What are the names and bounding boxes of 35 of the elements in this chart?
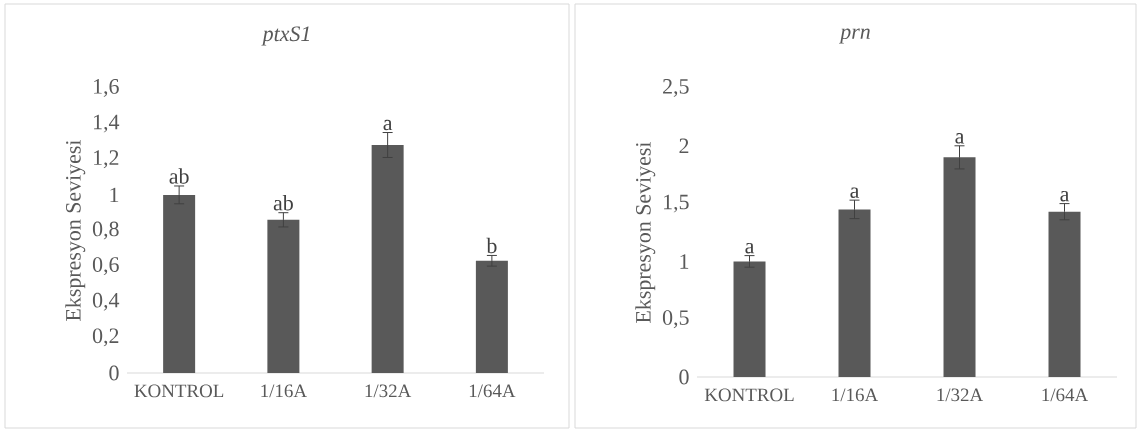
y-tick-label: 1,2 [94,150,119,169]
annotation: ab [273,195,293,211]
annotation: a [850,187,860,198]
y-tick-label: 0 [679,369,689,385]
y-tick-label: 0,5 [662,310,689,329]
annotation: a [955,133,965,144]
y-tick-label: 2,5 [663,79,689,97]
annotation: a [1060,190,1070,202]
y-tick-label: 1,4 [94,114,120,133]
x-tick-label: 1/16A [832,388,879,402]
annotation: b [486,237,497,254]
x-tick-label: 1/32A [365,384,412,398]
y-tick-label: 1,6 [94,79,119,97]
x-tick-label: 1/16A [261,384,307,398]
annotation: ab [169,168,189,184]
annotation: a [745,242,755,254]
y-tick-label: 1 [680,254,689,269]
chart-title: ptxS1 [261,26,310,46]
x-tick-label: 1/32A [937,388,984,402]
x-tick-label: KONTROL [134,384,224,398]
y-tick-label: 0,8 [92,221,119,240]
y-tick-label: 1 [110,187,119,203]
y-tick-label: 0,6 [92,257,119,276]
y-tick-label: 0 [109,365,119,381]
y-axis-title: Ekspresyon Seviyesi [635,141,656,323]
x-tick-label: 1/64A [469,384,516,398]
y-tick-label: 0,2 [92,328,119,347]
y-tick-label: 2 [679,138,689,154]
y-tick-label: 1,5 [664,194,689,213]
y-axis-title: Ekspresyon Seviyesi [65,139,86,321]
y-tick-label: 0,4 [92,292,120,311]
annotation: a [383,119,393,131]
x-tick-label: KONTROL [704,388,794,402]
x-tick-label: 1/64A [1042,388,1089,402]
chart-title: prn [839,28,870,44]
